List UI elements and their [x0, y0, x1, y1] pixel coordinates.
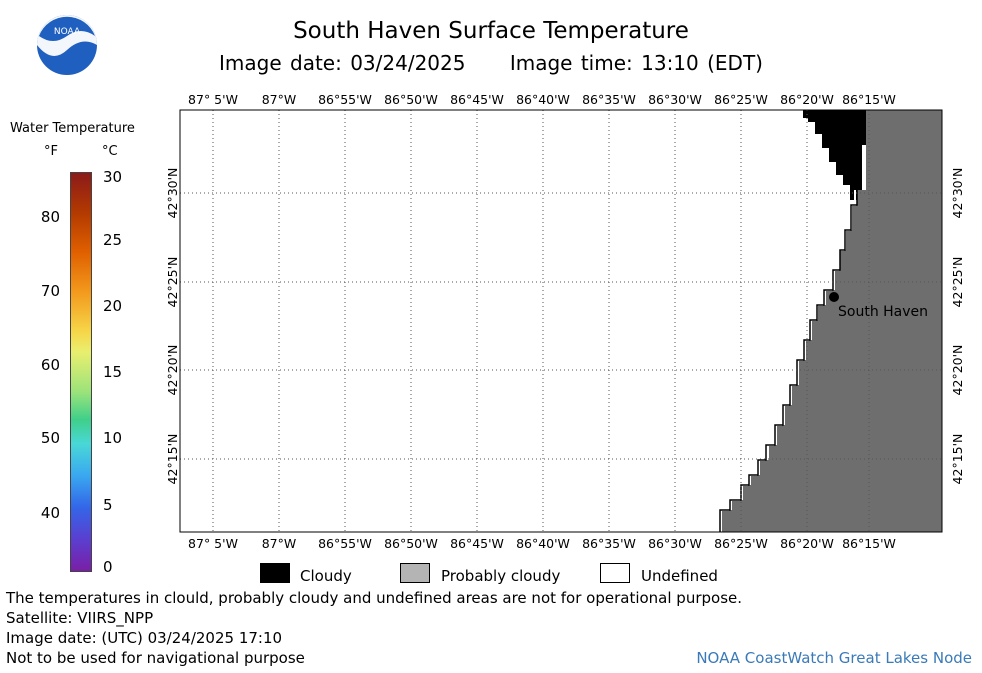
lat-label-left: 42°25'N	[165, 257, 180, 308]
coastline	[717, 190, 856, 532]
lon-label-bottom: 87° 5'W	[188, 536, 238, 551]
page-title: South Haven Surface Temperature	[293, 18, 689, 44]
celsius-tick: 0	[103, 558, 113, 576]
celsius-tick: 5	[103, 496, 113, 514]
map-frame	[179, 109, 943, 533]
image-time: Image time: 13:10 (EDT)	[509, 51, 763, 75]
footer-note-navigation: Not to be used for navigational purpose	[6, 649, 305, 667]
unit-fahrenheit: °F	[44, 144, 58, 159]
lon-label-top: 87°W	[262, 92, 297, 107]
celsius-tick: 25	[103, 231, 123, 249]
lon-label-top: 86°20'W	[780, 92, 834, 107]
lon-label-top: 86°30'W	[648, 92, 702, 107]
lon-label-bottom: 86°50'W	[384, 536, 438, 551]
probably-cloudy-label: Probably cloudy	[441, 567, 561, 585]
footer-note-satellite: Satellite: VIIRS_NPP	[6, 609, 154, 627]
fahrenheit-tick: 50	[40, 429, 60, 447]
lon-label-bottom: 86°20'W	[780, 536, 834, 551]
logo-text: NOAA	[54, 27, 81, 37]
lon-label-top: 86°55'W	[318, 92, 372, 107]
cloudy-swatch	[260, 563, 290, 583]
lon-label-bottom: 86°30'W	[648, 536, 702, 551]
lon-label-top: 86°25'W	[714, 92, 768, 107]
celsius-tick: 15	[103, 363, 123, 381]
graticule	[180, 110, 942, 532]
undefined-label: Undefined	[641, 567, 718, 585]
lat-label-left: 42°20'N	[165, 345, 180, 396]
lat-label-left: 42°15'N	[165, 434, 180, 485]
celsius-tick: 10	[103, 429, 123, 447]
south-haven-marker	[829, 292, 839, 302]
land-area	[722, 110, 942, 532]
unit-celsius: °C	[102, 144, 118, 159]
lat-label-right: 42°15'N	[950, 434, 965, 485]
lon-label-bottom: 86°35'W	[582, 536, 636, 551]
image-datetime: Image date: 03/24/2025 Image time: 13:10…	[0, 51, 982, 75]
lon-label-top: 86°35'W	[582, 92, 636, 107]
fahrenheit-tick: 80	[40, 208, 60, 226]
lon-label-top: 86°45'W	[450, 92, 504, 107]
lat-label-right: 42°20'N	[950, 345, 965, 396]
lon-label-top: 86°40'W	[516, 92, 570, 107]
cloud-area	[803, 110, 866, 200]
footer-note-utc-date: Image date: (UTC) 03/24/2025 17:10	[6, 629, 283, 647]
cloudy-label: Cloudy	[300, 567, 352, 585]
lon-label-bottom: 86°45'W	[450, 536, 504, 551]
credit-label: NOAA CoastWatch Great Lakes Node	[696, 649, 972, 667]
lon-label-top: 86°50'W	[384, 92, 438, 107]
legend-title: Water Temperature	[10, 121, 135, 136]
fahrenheit-tick: 40	[40, 504, 60, 522]
celsius-tick: 20	[103, 297, 123, 315]
lon-label-bottom: 86°40'W	[516, 536, 570, 551]
image-date: Image date: 03/24/2025	[219, 51, 466, 75]
lon-label-top: 86°15'W	[842, 92, 896, 107]
lon-label-bottom: 87°W	[262, 536, 297, 551]
lat-label-right: 42°25'N	[950, 257, 965, 308]
fahrenheit-tick: 60	[40, 356, 60, 374]
fahrenheit-tick: 70	[40, 282, 60, 300]
lat-label-right: 42°30'N	[950, 168, 965, 219]
temperature-colorbar	[70, 172, 92, 572]
lon-label-top: 87° 5'W	[188, 92, 238, 107]
probably-cloudy-swatch	[400, 563, 430, 583]
celsius-tick: 30	[103, 168, 123, 186]
lon-label-bottom: 86°55'W	[318, 536, 372, 551]
noaa-logo: NOAA	[37, 15, 97, 75]
lon-label-bottom: 86°15'W	[842, 536, 896, 551]
footer-note-disclaimer: The temperatures in clould, probably clo…	[6, 589, 743, 607]
place-label: South Haven	[838, 304, 928, 320]
undefined-swatch	[600, 563, 630, 583]
lat-label-left: 42°30'N	[165, 168, 180, 219]
lon-label-bottom: 86°25'W	[714, 536, 768, 551]
